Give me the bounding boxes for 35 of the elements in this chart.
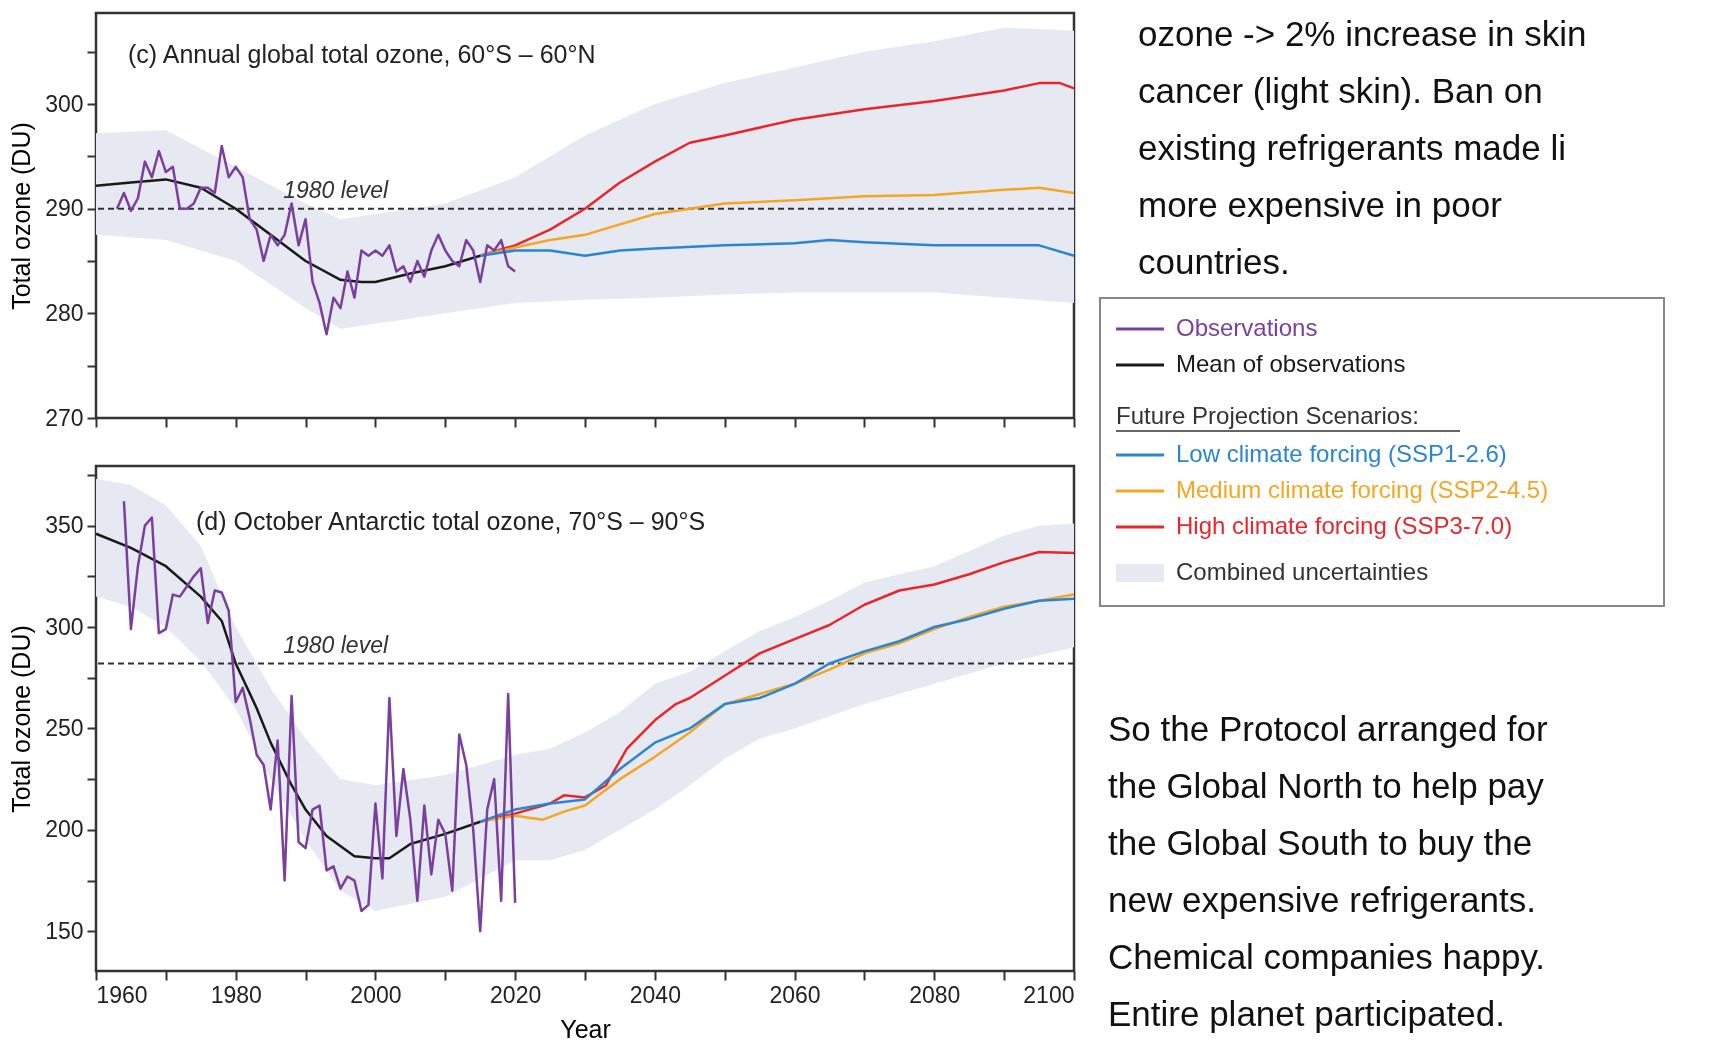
x-tick-label: 2100 bbox=[1023, 981, 1075, 1008]
line-series bbox=[115, 144, 517, 336]
y-tick-label: 270 bbox=[45, 404, 84, 431]
x-tick-label: 2080 bbox=[909, 981, 961, 1008]
text: (d) October Antarctic total ozone, 70°S – 90°S bbox=[196, 507, 706, 535]
legend-title: Future Projection Scenarios: bbox=[1116, 402, 1419, 429]
y-tick-label: 300 bbox=[45, 90, 84, 117]
ref-line-label: 1980 level bbox=[283, 631, 389, 658]
ref-line-label: 1980 level bbox=[283, 176, 389, 203]
legend-label: Observations bbox=[1176, 314, 1318, 341]
text: (c) Annual global total ozone, 60°S – 60°N bbox=[128, 40, 596, 68]
y-tick-label: 250 bbox=[45, 714, 84, 741]
x-tick-label: 1980 bbox=[210, 981, 262, 1008]
y-tick-label: 280 bbox=[45, 299, 84, 326]
legend-label: Low climate forcing (SSP1-2.6) bbox=[1176, 440, 1507, 467]
legend-label: Mean of observations bbox=[1176, 350, 1406, 377]
y-axis-title: Total ozone (DU) bbox=[7, 625, 36, 813]
y-tick-label: 300 bbox=[45, 613, 84, 640]
x-tick-label: 2020 bbox=[490, 981, 542, 1008]
x-tick-label: 2000 bbox=[350, 981, 402, 1008]
y-tick-label: 350 bbox=[45, 512, 84, 539]
y-tick-label: 290 bbox=[45, 195, 84, 222]
legend-label: Medium climate forcing (SSP2-4.5) bbox=[1176, 476, 1549, 503]
text: So the Protocol arranged for the Global North to help pay the Global South to buy the new expensive refrigerants. Chemical companies happy. Entire planet participated. bbox=[1108, 709, 1549, 1033]
x-tick-label: 1960 bbox=[96, 981, 148, 1008]
x-tick-label: 2060 bbox=[769, 981, 821, 1008]
y-tick-label: 150 bbox=[45, 917, 84, 944]
text: ozone -> 2% increase in skin cancer (light skin). Ban on existing refrigerants made li more expensive in poor countries. bbox=[1138, 14, 1587, 281]
line-series bbox=[478, 238, 1076, 258]
x-tick-label: 2040 bbox=[629, 981, 681, 1008]
y-tick-label: 200 bbox=[45, 816, 84, 843]
legend-label: Combined uncertainties bbox=[1176, 558, 1429, 585]
x-axis-title: Year bbox=[560, 1014, 611, 1043]
legend-label: High climate forcing (SSP3-7.0) bbox=[1176, 512, 1513, 539]
y-axis-title: Total ozone (DU) bbox=[7, 122, 36, 310]
